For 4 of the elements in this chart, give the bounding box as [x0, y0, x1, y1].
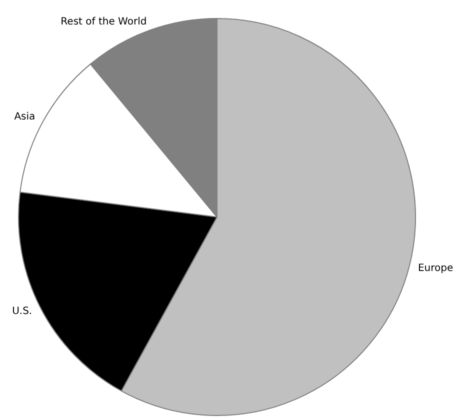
slice-label: Asia	[14, 112, 36, 123]
slice-label: U.S.	[12, 306, 32, 317]
slice-label: Rest of the World	[60, 16, 147, 28]
slice-label: Europe	[418, 263, 454, 274]
